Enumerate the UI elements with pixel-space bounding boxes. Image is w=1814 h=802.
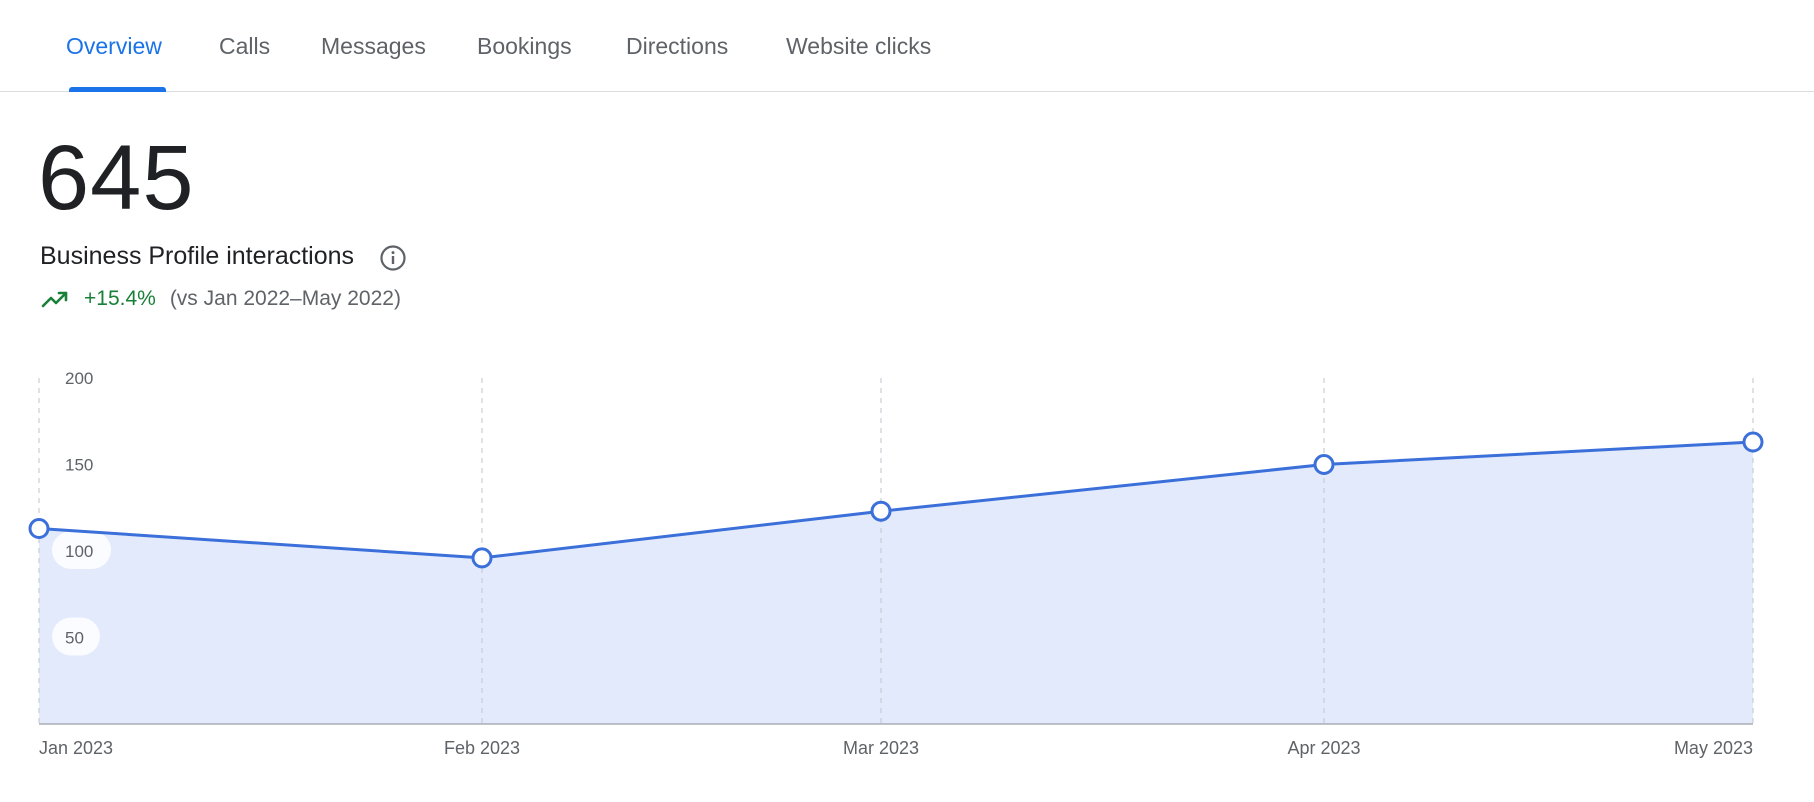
- tab-bookings-label: Bookings: [477, 32, 572, 59]
- trend-comparison-text: (vs Jan 2022–May 2022): [169, 287, 401, 310]
- tab-directions[interactable]: Directions: [626, 0, 728, 92]
- data-point-2: [870, 500, 892, 522]
- tab-messages-label: Messages: [321, 32, 426, 59]
- total-interactions-value: 645: [38, 127, 195, 229]
- tab-bookings[interactable]: Bookings: [477, 0, 572, 92]
- y-tick-label-3: 50: [65, 629, 84, 648]
- data-point-4: [1742, 431, 1764, 453]
- trending-up-icon: [41, 291, 68, 308]
- data-point-1: [471, 547, 493, 569]
- tab-bar: Overview Calls Messages Bookings Directi…: [0, 0, 1814, 92]
- trend-row: +15.4% (vs Jan 2022–May 2022): [40, 284, 401, 314]
- data-point-3: [1313, 454, 1335, 475]
- y-tick-pill-2: [52, 531, 111, 569]
- x-tick-label-1: Feb 2023: [444, 738, 520, 758]
- active-tab-indicator: [69, 87, 166, 92]
- tab-calls[interactable]: Calls: [219, 0, 270, 92]
- tab-overview[interactable]: Overview: [66, 0, 162, 92]
- y-tick-label-1: 150: [65, 456, 93, 475]
- tab-website-clicks-label: Website clicks: [786, 32, 932, 59]
- y-tick-pill-1: [52, 444, 111, 483]
- y-tick-pill-3: [52, 617, 100, 656]
- trend-change-value: +15.4%: [84, 287, 156, 310]
- y-tick-label-0: 200: [65, 369, 93, 388]
- x-tick-label-0: Jan 2023: [39, 738, 113, 758]
- tab-calls-label: Calls: [219, 32, 271, 59]
- y-tick-label-2: 100: [65, 542, 93, 561]
- y-tick-pill-0: [52, 358, 111, 396]
- x-tick-label-2: Mar 2023: [843, 738, 919, 758]
- tab-messages[interactable]: Messages: [321, 0, 426, 92]
- x-tick-label-3: Apr 2023: [1287, 738, 1360, 758]
- interactions-chart: 200 150 100 50 Jan 2023 Feb 2023 Mar 2023 Apr 2…: [28, 358, 1764, 758]
- metric-label: Business Profile interactions: [40, 242, 355, 270]
- chart-area-fill: [39, 442, 1753, 724]
- x-tick-label-4: May 2023: [1674, 738, 1753, 758]
- tab-directions-label: Directions: [626, 32, 729, 59]
- info-icon[interactable]: [378, 243, 408, 273]
- tab-website-clicks[interactable]: Website clicks: [786, 0, 931, 92]
- data-point-0: [28, 518, 50, 540]
- tab-overview-label: Overview: [66, 32, 162, 59]
